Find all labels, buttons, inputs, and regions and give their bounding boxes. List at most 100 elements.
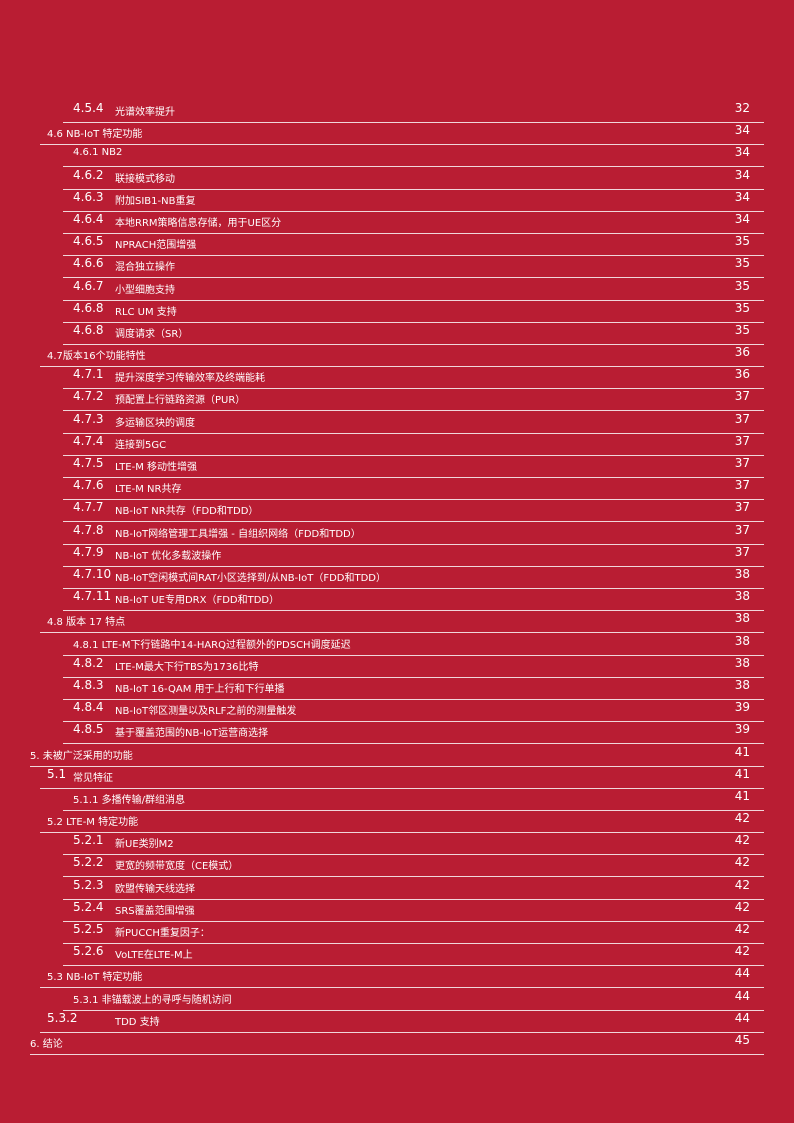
toc-entry: 4.7.4 连接到5GC 37 bbox=[63, 433, 764, 456]
toc-entry: 6. 结论 45 bbox=[30, 1032, 764, 1055]
entry-title: 4.8 版本 17 特点 bbox=[47, 617, 126, 629]
toc-entry: 4.6.1 NB2 34 bbox=[63, 144, 764, 168]
entry-number: 5.2.6 bbox=[73, 944, 104, 959]
entry-title: 本地RRM策略信息存储，用于UE区分 bbox=[115, 217, 282, 229]
toc-entry: 4.8.4 NB-IoT邻区测量以及RLF之前的测量触发 39 bbox=[63, 699, 764, 723]
entry-page: 36 bbox=[734, 345, 750, 360]
entry-number: 4.7.10 bbox=[73, 566, 112, 581]
toc-entry: 5.2 LTE-M 特定功能 42 bbox=[40, 810, 764, 834]
entry-title: 5.3.1 非锚载波上的寻呼与随机访问 bbox=[73, 994, 232, 1006]
toc-entry: 5.3 NB-IoT 特定功能 44 bbox=[40, 965, 764, 989]
entry-title: RLC UM 支持 bbox=[115, 306, 177, 318]
toc-entry: 4.6.8 调度请求（SR） 35 bbox=[63, 322, 764, 345]
toc-entry: 4.6.4 本地RRM策略信息存储，用于UE区分 34 bbox=[63, 211, 764, 234]
entry-title: 4.6.1 NB2 bbox=[73, 147, 123, 159]
entry-page: 35 bbox=[734, 278, 750, 293]
entry-title: 联接模式移动 bbox=[115, 173, 175, 185]
entry-number: 4.7.2 bbox=[73, 389, 104, 404]
toc-entry: 4.7.2 预配置上行链路资源（PUR） 37 bbox=[63, 388, 764, 412]
entry-number: 4.6.7 bbox=[73, 278, 104, 293]
toc-entry: 4.5.4 光谱效率提升 32 bbox=[63, 100, 764, 123]
entry-number: 4.6.5 bbox=[73, 234, 104, 249]
entry-page: 37 bbox=[734, 500, 750, 515]
entry-page: 37 bbox=[734, 478, 750, 493]
toc-entry: 4.6.7 小型细胞支持 35 bbox=[63, 278, 764, 301]
entry-number: 4.7.6 bbox=[73, 478, 104, 493]
entry-page: 34 bbox=[734, 145, 750, 160]
entry-number: 5.2.3 bbox=[73, 877, 104, 892]
entry-page: 38 bbox=[734, 566, 750, 581]
entry-number: 4.8.3 bbox=[73, 677, 104, 692]
entry-title: 5.2 LTE-M 特定功能 bbox=[47, 817, 139, 829]
entry-page: 44 bbox=[734, 988, 750, 1003]
entry-page: 42 bbox=[734, 855, 750, 870]
entry-number: 4.6.3 bbox=[73, 189, 104, 204]
entry-title: 连接到5GC bbox=[115, 439, 167, 451]
toc-entry: 5.2.4 SRS覆盖范围增强 42 bbox=[63, 899, 764, 922]
entry-number: 4.6.8 bbox=[73, 300, 104, 315]
entry-page: 41 bbox=[734, 744, 750, 759]
entry-title: 4.6 NB-IoT 特定功能 bbox=[47, 129, 143, 141]
entry-number: 4.8.4 bbox=[73, 700, 104, 715]
toc-entry: 5.2.3 欧盟传输天线选择 42 bbox=[63, 877, 764, 900]
entry-page: 37 bbox=[734, 544, 750, 559]
entry-title: LTE-M最大下行TBS为1736比特 bbox=[115, 661, 259, 673]
entry-title: 多运输区块的调度 bbox=[115, 417, 195, 429]
entry-page: 38 bbox=[734, 611, 750, 626]
entry-page: 37 bbox=[734, 389, 750, 404]
toc-entry: 4.6.5 NPRACH范围增强 35 bbox=[63, 233, 764, 257]
entry-number: 4.6.2 bbox=[73, 167, 104, 182]
entry-title: NB-IoT 优化多载波操作 bbox=[115, 550, 222, 562]
toc-entry: 4.7.11 NB-IoT UE专用DRX（FDD和TDD） 38 bbox=[63, 588, 764, 612]
entry-page: 44 bbox=[734, 966, 750, 981]
entry-number: 5.2.4 bbox=[73, 899, 104, 914]
entry-page: 42 bbox=[734, 877, 750, 892]
toc-entry: 5.3.2 TDD 支持 44 bbox=[40, 1010, 764, 1033]
toc-entry: 4.7.9 NB-IoT 优化多载波操作 37 bbox=[63, 544, 764, 567]
entry-number: 4.7.7 bbox=[73, 500, 104, 515]
entry-page: 34 bbox=[734, 211, 750, 226]
toc-entry: 5.1 常见特征 41 bbox=[40, 766, 764, 789]
entry-title: 欧盟传输天线选择 bbox=[115, 883, 195, 895]
entry-title: 基于覆盖范围的NB-IoT运营商选择 bbox=[115, 728, 269, 740]
toc-entry: 4.8 版本 17 特点 38 bbox=[40, 610, 764, 634]
entry-page: 34 bbox=[734, 123, 750, 138]
entry-title: NB-IoT空闲模式间RAT小区选择到/从NB-IoT（FDD和TDD） bbox=[115, 572, 386, 584]
entry-title: SRS覆盖范围增强 bbox=[115, 905, 195, 917]
entry-page: 42 bbox=[734, 944, 750, 959]
toc-entry: 4.7.10 NB-IoT空闲模式间RAT小区选择到/从NB-IoT（FDD和TD… bbox=[63, 566, 764, 589]
entry-title: NB-IoT网络管理工具增强 - 自组织网络（FDD和TDD） bbox=[115, 528, 361, 540]
entry-title: 5.3 NB-IoT 特定功能 bbox=[47, 972, 143, 984]
entry-number: 5.1 bbox=[47, 766, 67, 781]
toc-entry: 4.7版本16个功能特性 36 bbox=[40, 344, 764, 368]
toc-entry: 5.3.1 非锚载波上的寻呼与随机访问 44 bbox=[63, 988, 764, 1011]
toc-entry: 4.8.1 LTE-M下行链路中14-HARQ过程额外的PDSCH调度延迟 38 bbox=[63, 633, 764, 656]
entry-page: 39 bbox=[734, 722, 750, 737]
toc-entry: 5.2.2 更宽的频带宽度（CE模式） 42 bbox=[63, 854, 764, 878]
toc-entry: 4.8.5 基于覆盖范围的NB-IoT运营商选择 39 bbox=[63, 721, 764, 745]
entry-page: 42 bbox=[734, 833, 750, 848]
entry-title: LTE-M NR共存 bbox=[115, 484, 182, 496]
toc-entry: 4.7.6 LTE-M NR共存 37 bbox=[63, 477, 764, 501]
entry-title: 4.7版本16个功能特性 bbox=[47, 351, 146, 363]
toc-entry: 5.2.6 VoLTE在LTE-M上 42 bbox=[63, 943, 764, 967]
toc-entry: 4.6.2 联接模式移动 34 bbox=[63, 167, 764, 190]
entry-title: 提升深度学习传输效率及终端能耗 bbox=[115, 373, 265, 385]
entry-title: 常见特征 bbox=[73, 772, 113, 784]
entry-number: 5.3.2 bbox=[47, 1010, 78, 1025]
entry-number: 4.8.2 bbox=[73, 655, 104, 670]
entry-number: 4.7.4 bbox=[73, 433, 104, 448]
entry-page: 42 bbox=[734, 899, 750, 914]
entry-number: 5.2.1 bbox=[73, 833, 104, 848]
entry-title: LTE-M 移动性增强 bbox=[115, 462, 198, 474]
entry-title: 光谱效率提升 bbox=[115, 107, 175, 118]
entry-title: 4.8.1 LTE-M下行链路中14-HARQ过程额外的PDSCH调度延迟 bbox=[73, 639, 351, 651]
entry-page: 38 bbox=[734, 677, 750, 692]
toc-entry: 4.7.7 NB-IoT NR共存（FDD和TDD） 37 bbox=[63, 499, 764, 523]
entry-page: 34 bbox=[734, 167, 750, 182]
toc-entry: 5.2.1 新UE类别M2 42 bbox=[63, 832, 764, 856]
entry-number: 4.6.8 bbox=[73, 322, 104, 337]
entry-page: 34 bbox=[734, 189, 750, 204]
entry-number: 4.5.4 bbox=[73, 101, 104, 115]
